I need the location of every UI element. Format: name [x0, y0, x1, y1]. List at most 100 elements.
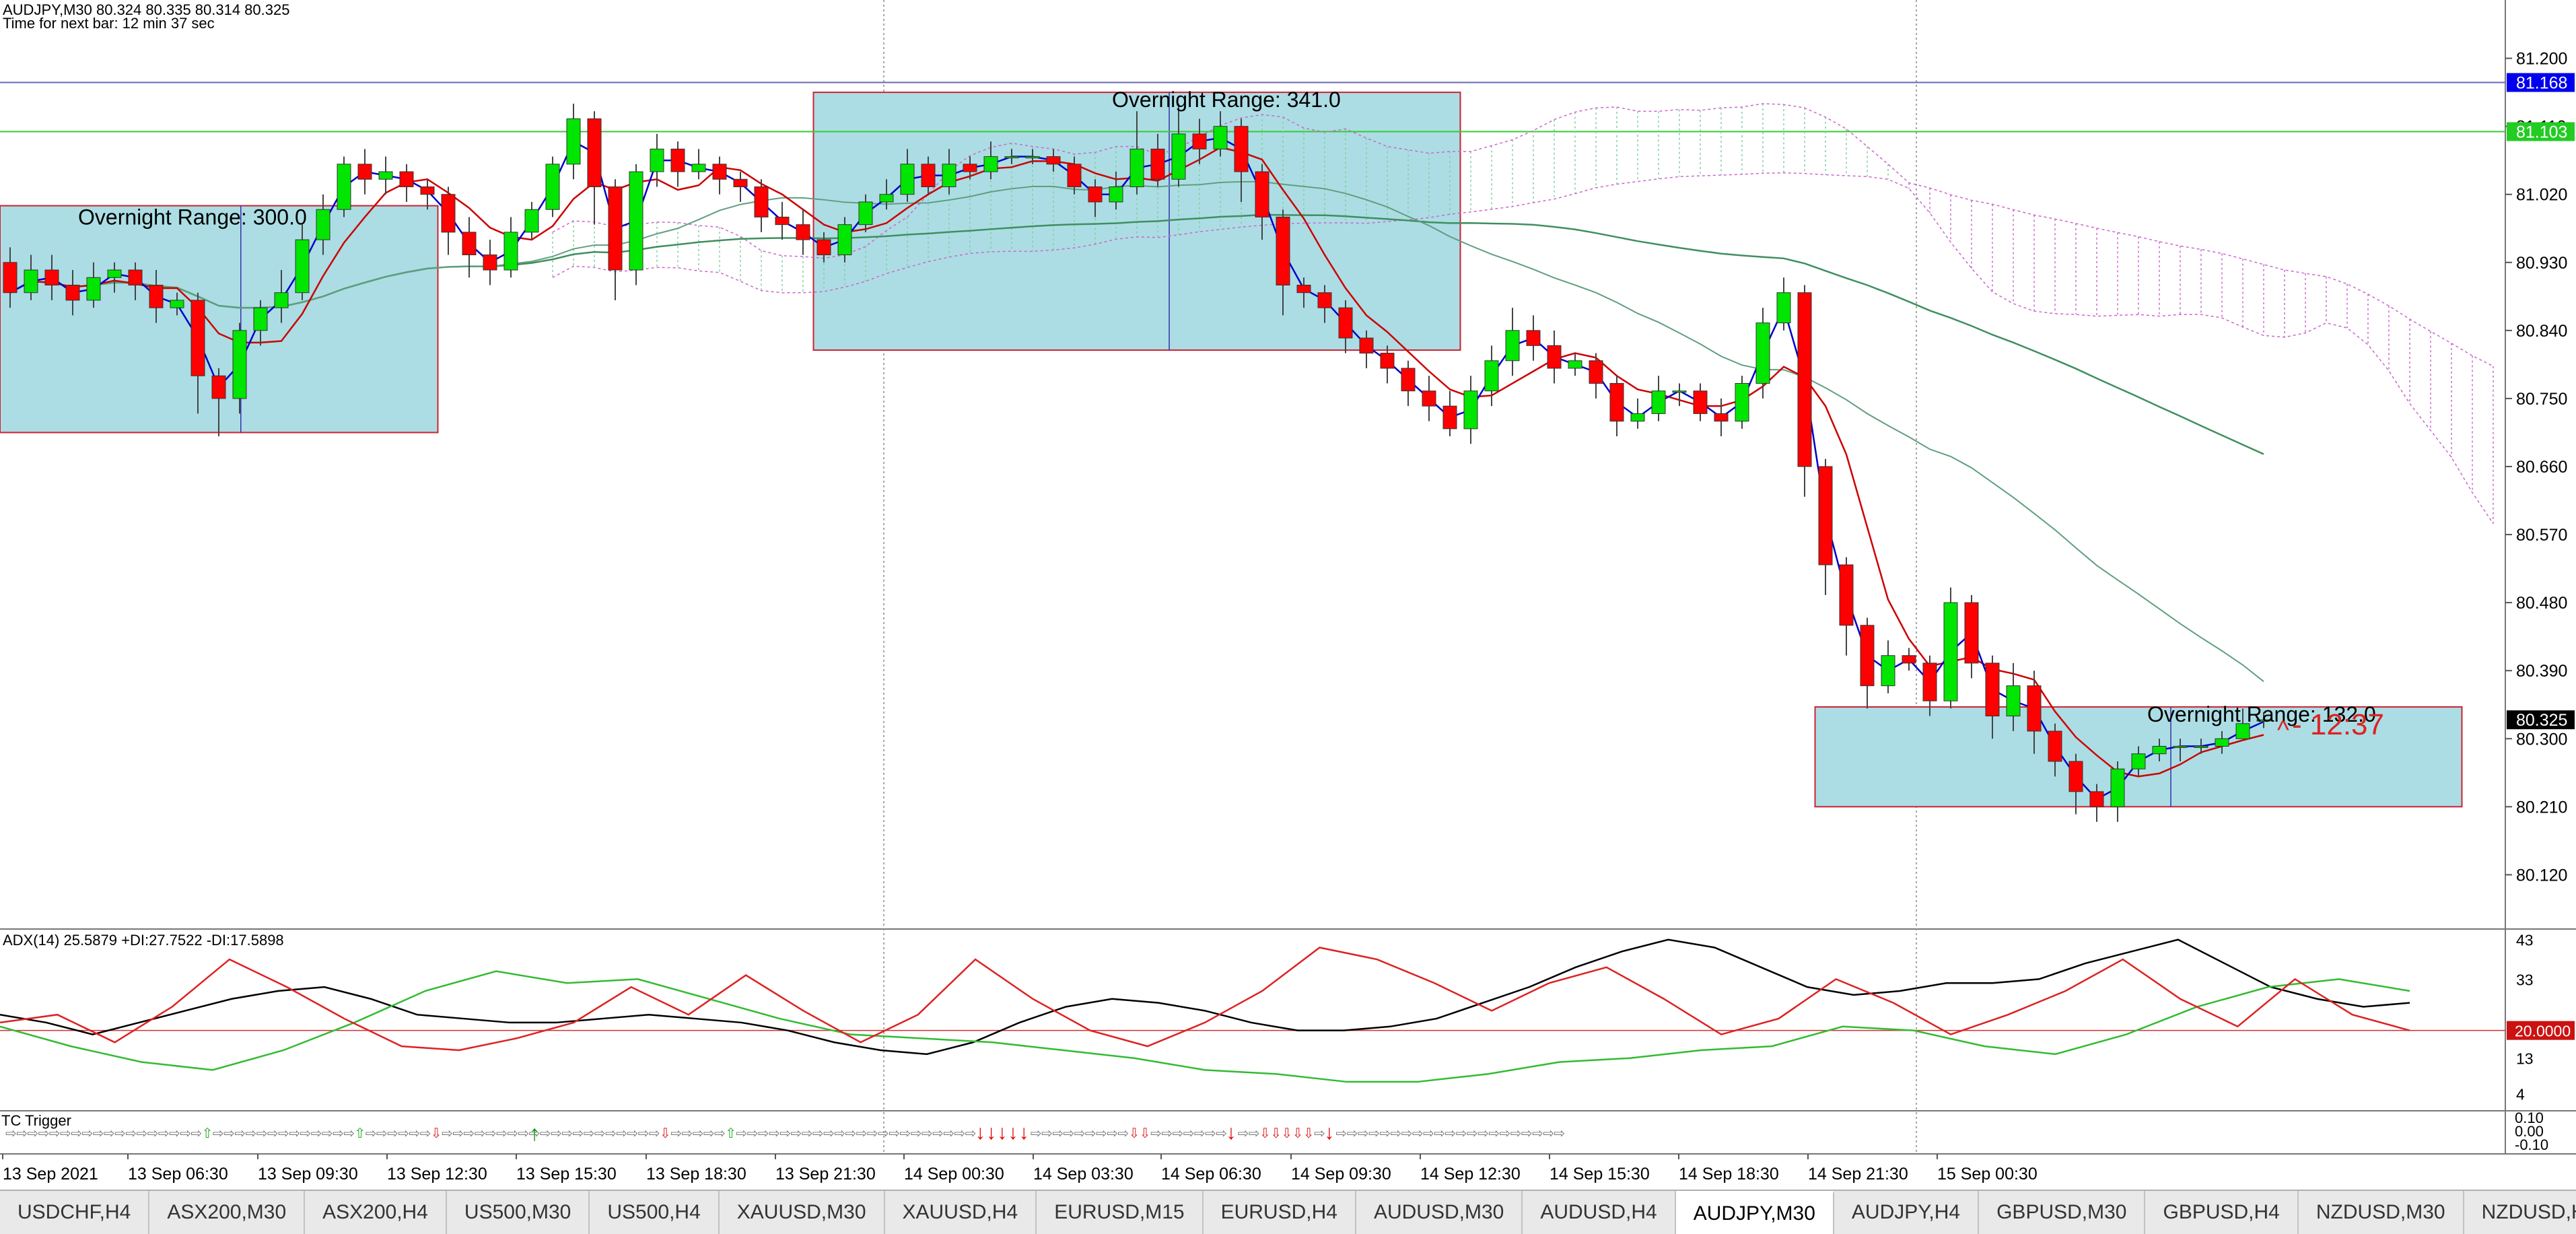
- candle-body: [1651, 390, 1666, 414]
- candle-body: [128, 269, 143, 285]
- neutral-signal: ⇨: [889, 1126, 900, 1141]
- sell-signal-hollow: ⇩: [1292, 1126, 1304, 1141]
- neutral-signal: ⇨: [965, 1126, 977, 1141]
- neutral-signal: ⇨: [1510, 1126, 1522, 1141]
- neutral-signal: ⇨: [572, 1126, 584, 1141]
- price-tick-label: 80.750: [2516, 390, 2567, 409]
- time-tick-label: 14 Sep 15:30: [1550, 1165, 1650, 1184]
- chart-tab[interactable]: AUDJPY,M30: [1675, 1191, 1834, 1234]
- candle-body: [1255, 171, 1269, 217]
- chart-tab[interactable]: XAUUSD,H4: [885, 1191, 1037, 1234]
- chart-tab[interactable]: US500,M30: [447, 1191, 590, 1234]
- candle-body: [170, 300, 184, 308]
- candle-body: [1526, 330, 1541, 346]
- candle-body: [879, 194, 894, 203]
- neutral-signal: ⇨: [779, 1126, 791, 1141]
- neutral-signal: ⇨: [845, 1126, 856, 1141]
- neutral-signal: ⇨: [1379, 1126, 1391, 1141]
- bar-timer-label: - 12:37: [2292, 708, 2384, 741]
- time-tick-label: 13 Sep 2021: [3, 1165, 98, 1184]
- neutral-signal: ⇨: [1063, 1126, 1074, 1141]
- time-tick-label: 14 Sep 18:30: [1679, 1165, 1779, 1184]
- adx-line: [0, 938, 2410, 1056]
- chart-tab[interactable]: GBPUSD,H4: [2145, 1191, 2299, 1234]
- price-tick-label: 80.480: [2516, 594, 2567, 613]
- neutral-signal: ⇨: [38, 1126, 50, 1141]
- sell-signal: ↓: [997, 1122, 1007, 1144]
- candle-body: [420, 186, 435, 195]
- neutral-signal: ⇨: [475, 1126, 486, 1141]
- overnight-range-label: Overnight Range: 341.0: [1112, 88, 1341, 112]
- neutral-signal: ⇨: [267, 1126, 279, 1141]
- neutral-signal: ⇨: [180, 1126, 191, 1141]
- candle-body: [2110, 768, 2125, 807]
- chart-tab[interactable]: AUDUSD,M30: [1356, 1191, 1523, 1234]
- candle-body: [858, 201, 873, 226]
- neutral-signal: ⇨: [1532, 1126, 1543, 1141]
- candle-body: [1129, 148, 1144, 188]
- neutral-signal: ⇨: [921, 1126, 933, 1141]
- chart-tab[interactable]: USDCHF,H4: [0, 1191, 150, 1234]
- candle-body: [1088, 186, 1103, 203]
- neutral-signal: ⇨: [540, 1126, 551, 1141]
- sell-signal-hollow: ⇩: [1259, 1126, 1271, 1141]
- neutral-signal: ⇨: [158, 1126, 170, 1141]
- chart-tab[interactable]: ASX200,H4: [305, 1191, 447, 1234]
- neutral-signal: ⇨: [1052, 1126, 1064, 1141]
- candle-body: [1317, 292, 1332, 308]
- candle-body: [1735, 382, 1749, 422]
- candle-body: [1401, 368, 1416, 392]
- neutral-signal: ⇨: [1238, 1126, 1249, 1141]
- time-tick-label: 13 Sep 12:30: [387, 1165, 487, 1184]
- neutral-signal: ⇨: [867, 1126, 878, 1141]
- chart-tab[interactable]: NZDUSD,M30: [2299, 1191, 2464, 1234]
- candle-body: [1881, 655, 1895, 687]
- neutral-signal: ⇨: [60, 1126, 71, 1141]
- candle-body: [1109, 186, 1123, 203]
- price-label-text: 80.325: [2516, 711, 2567, 730]
- neutral-signal: ⇨: [387, 1126, 398, 1141]
- chart-tab[interactable]: NZDUSD,H4: [2464, 1191, 2576, 1234]
- candle-body: [650, 148, 664, 172]
- candle-body: [983, 156, 998, 172]
- neutral-signal: ⇨: [758, 1126, 769, 1141]
- chart-tab[interactable]: US500,H4: [590, 1191, 720, 1234]
- chart-tab[interactable]: AUDJPY,H4: [1834, 1191, 1980, 1234]
- chart-tab[interactable]: EURUSD,M15: [1037, 1191, 1204, 1234]
- neutral-signal: ⇨: [638, 1126, 650, 1141]
- adx-tick-label: 13: [2516, 1050, 2534, 1068]
- neutral-signal: ⇨: [823, 1126, 835, 1141]
- chart-tab[interactable]: GBPUSD,M30: [1979, 1191, 2146, 1234]
- neutral-signal: ⇨: [1554, 1126, 1565, 1141]
- neutral-signal: ⇨: [1074, 1126, 1086, 1141]
- neutral-signal: ⇨: [1444, 1126, 1456, 1141]
- neutral-signal: ⇨: [343, 1126, 355, 1141]
- neutral-signal: ⇨: [1368, 1126, 1380, 1141]
- candle-body: [1964, 602, 1979, 664]
- candle-body: [503, 232, 518, 271]
- candle-body: [1463, 390, 1478, 430]
- chart-canvas[interactable]: Overnight Range: 300.0 Overnight Range: 3…: [0, 0, 2576, 1190]
- time-tick-label: 13 Sep 21:30: [775, 1165, 876, 1184]
- chart-tab[interactable]: ASX200,M30: [149, 1191, 306, 1234]
- candle-body: [1213, 126, 1228, 149]
- neutral-signal: ⇨: [71, 1126, 82, 1141]
- candle-body: [1276, 216, 1290, 285]
- candle-body: [608, 186, 623, 271]
- sell-signal: ↓: [1008, 1122, 1018, 1144]
- cloud-span-b: [552, 172, 2494, 524]
- neutral-signal: ⇨: [311, 1126, 322, 1141]
- tc-tick-label: -0.10: [2515, 1136, 2548, 1153]
- price-label-box: [2507, 710, 2575, 730]
- chart-tab[interactable]: XAUUSD,M30: [720, 1191, 885, 1234]
- adx-tick-label: 4: [2516, 1086, 2525, 1103]
- chart-tab[interactable]: EURUSD,H4: [1204, 1191, 1356, 1234]
- neutral-signal: ⇨: [1117, 1126, 1129, 1141]
- chart-tab[interactable]: AUDUSD,H4: [1523, 1191, 1676, 1234]
- candle-body: [2068, 761, 2083, 792]
- neutral-signal: ⇨: [452, 1126, 464, 1141]
- neutral-signal: ⇨: [496, 1126, 508, 1141]
- price-label-text: 81.168: [2516, 74, 2567, 93]
- candle-body: [232, 330, 247, 399]
- neutral-signal: ⇨: [551, 1126, 562, 1141]
